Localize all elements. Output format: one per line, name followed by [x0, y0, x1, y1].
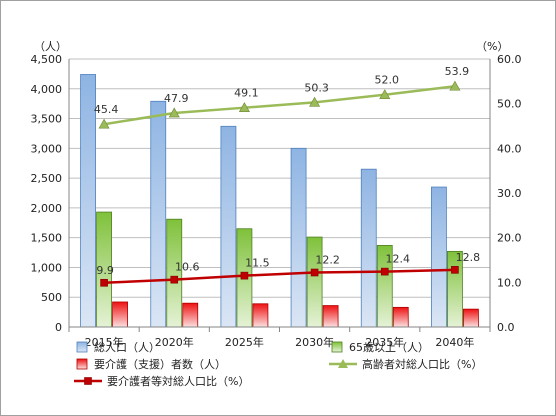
- point-marker: [380, 267, 389, 276]
- y-left-tick-label: 1,000: [31, 261, 63, 274]
- y-right-tick-label: 0.0: [497, 321, 515, 334]
- y-left-tick-label: 500: [41, 291, 62, 304]
- legend-label: 要介護（支援）者数（人）: [94, 357, 226, 371]
- bar: [360, 168, 377, 328]
- data-label: 53.9: [445, 65, 470, 78]
- y-left-unit: （人）: [34, 40, 67, 53]
- y-right-tick-label: 50.0: [497, 98, 522, 111]
- data-label: 12.4: [386, 253, 411, 266]
- legend-swatch: [331, 341, 343, 353]
- bar: [322, 305, 339, 328]
- legend-label: 65歳以上（人）: [349, 341, 429, 354]
- x-tick-label: 2015年: [85, 335, 124, 349]
- y-right-tick-label: 40.0: [497, 142, 522, 155]
- x-tick-label: 2040年: [435, 335, 474, 349]
- axes: 0 500 1,000 1,500 2,000 2,500 3,000 3,500 4,000 4…: [31, 53, 522, 349]
- data-label: 12.8: [456, 251, 481, 264]
- point-marker: [170, 275, 179, 284]
- legend-marker: [84, 377, 92, 385]
- bar: [306, 236, 323, 328]
- y-right-tick-label: 30.0: [497, 187, 522, 200]
- data-label: 9.9: [96, 264, 114, 277]
- legend-marker: [338, 359, 348, 368]
- y-left-tick-label: 2,000: [31, 202, 63, 215]
- x-tick-label: 2025年: [225, 335, 264, 349]
- data-label: 12.2: [315, 254, 340, 267]
- bars: [80, 74, 479, 328]
- data-label: 11.5: [245, 257, 270, 270]
- gridlines: [69, 58, 490, 298]
- x-tick-label: 2020年: [155, 335, 194, 349]
- data-label: 10.6: [175, 261, 200, 274]
- legend-swatch: [76, 341, 88, 353]
- bar: [112, 301, 128, 328]
- point-marker: [309, 96, 321, 107]
- y-left-tick-label: 0: [55, 321, 62, 334]
- data-label: 45.4: [94, 103, 119, 116]
- point-marker: [168, 107, 180, 118]
- bar: [220, 125, 237, 328]
- legend: 総人口（人） 65歳以上（人） 要介護（支援）者数（人） 高齢者対総人口比（%） 要介護…: [74, 340, 482, 388]
- y-right-tick-label: 10.0: [497, 276, 522, 289]
- x-tick-label: 2030年: [295, 335, 334, 349]
- bar: [463, 308, 479, 328]
- point-marker: [100, 278, 108, 287]
- legend-swatch: [76, 358, 88, 370]
- point-marker: [240, 271, 249, 280]
- legend-label: 総人口（人）: [94, 340, 160, 354]
- y-left-tick-label: 3,500: [31, 113, 63, 126]
- point-marker: [451, 266, 459, 274]
- legend-label: 高齢者対総人口比（%）: [362, 357, 482, 371]
- y-left-tick-label: 3,000: [31, 142, 63, 155]
- point-marker: [449, 80, 461, 91]
- y-left-tick-label: 4,000: [31, 83, 63, 96]
- data-label: 50.3: [304, 81, 329, 94]
- series-line: [103, 85, 456, 126]
- lines: [98, 80, 461, 287]
- bar: [252, 303, 269, 328]
- bar: [290, 147, 307, 328]
- point-marker: [310, 268, 319, 277]
- y-right-tick-label: 60.0: [497, 53, 522, 66]
- series-line: [104, 268, 455, 285]
- y-right-tick-label: 20.0: [497, 232, 522, 245]
- point-marker: [98, 118, 110, 129]
- bar: [431, 186, 447, 328]
- y-left-tick-label: 1,500: [31, 232, 63, 245]
- data-labels: 45.4 47.9 49.1 50.3 52.0 53.9 9.9 10.6 11.5 12.2 1…: [94, 65, 480, 277]
- x-tick-label: 2035年: [365, 335, 404, 349]
- point-marker: [379, 89, 391, 100]
- y-right-unit: （%）: [476, 40, 508, 53]
- data-label: 52.0: [375, 74, 400, 87]
- y-left-tick-label: 2,500: [31, 172, 63, 185]
- data-label: 47.9: [164, 92, 189, 105]
- bar: [182, 302, 199, 328]
- data-label: 49.1: [234, 87, 259, 100]
- y-left-tick-label: 4,500: [31, 53, 63, 66]
- bar: [392, 306, 409, 328]
- point-marker: [238, 102, 250, 112]
- legend-label: 要介護者等対総人口比（%）: [107, 374, 249, 388]
- bar: [150, 100, 167, 328]
